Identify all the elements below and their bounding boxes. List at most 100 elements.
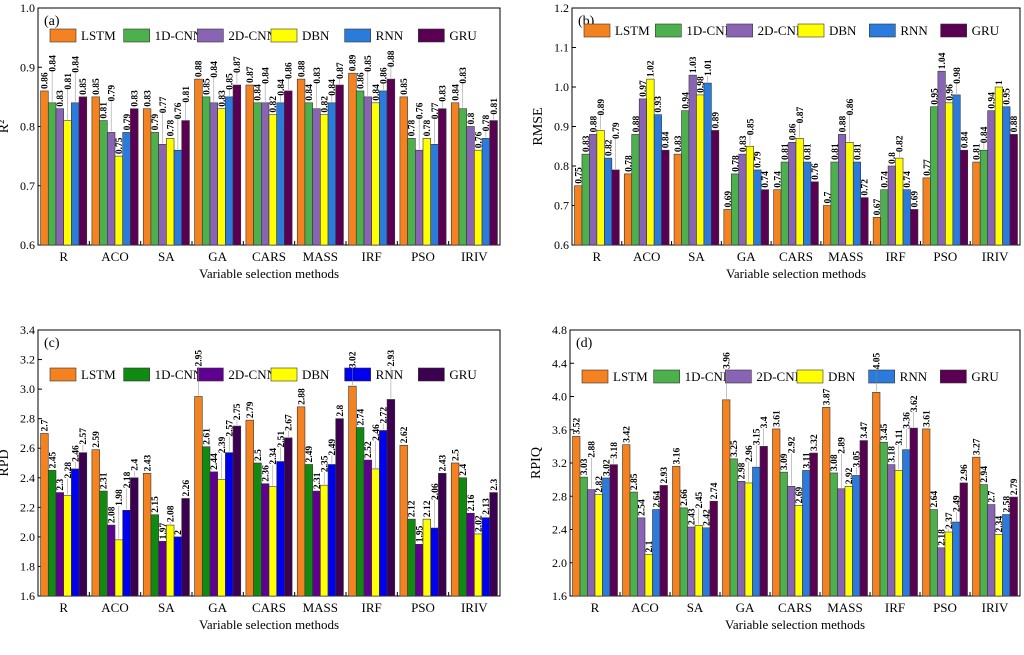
legend-label: DBN (829, 23, 857, 38)
data-label: 2.79 (246, 401, 256, 418)
data-label: 2.49 (328, 439, 338, 456)
bar-gru (959, 482, 968, 597)
legend-label: 2D-CNN (228, 367, 276, 382)
legend-label: RNN (900, 23, 928, 38)
legend-swatch-gru (418, 367, 445, 382)
bar-rnn (379, 90, 388, 246)
bar-gru (711, 130, 720, 246)
bar-rnn (276, 461, 285, 597)
data-label: 2.98 (738, 462, 748, 479)
y-tick-label: 1.6 (552, 589, 567, 603)
bar-lstm (245, 84, 254, 246)
bar-dbn (945, 102, 954, 246)
y-tick-label: 1.2 (554, 1, 569, 15)
bar-2d-cnn (837, 488, 846, 597)
bar-1d-cnn (150, 514, 159, 597)
data-label: 1.95 (415, 525, 425, 542)
data-label: 0.72 (861, 179, 871, 196)
data-label: 0.83 (439, 85, 449, 102)
bar-lstm (91, 96, 100, 246)
bar-dbn (594, 494, 603, 597)
bar-lstm (673, 153, 682, 246)
bar-gru (284, 437, 293, 597)
bar-2d-cnn (312, 490, 321, 597)
bar-dbn (596, 130, 605, 246)
bar-dbn (166, 138, 175, 246)
bar-gru (438, 108, 447, 246)
data-label: 0.84 (277, 79, 287, 96)
y-tick-label: 3.2 (552, 456, 567, 470)
data-label: 0.79 (123, 114, 133, 131)
data-label: 2.92 (788, 436, 798, 453)
y-tick-label: 1.0 (20, 1, 35, 15)
bar-1d-cnn (458, 108, 467, 246)
y-tick-label: 0.6 (554, 238, 569, 252)
y-tick-label: 3.6 (552, 423, 567, 437)
legend-swatch-2d-cnn (197, 367, 224, 382)
bar-lstm (822, 407, 831, 597)
bar-2d-cnn (787, 485, 796, 597)
data-label: 2.59 (92, 431, 102, 448)
data-label: 2.39 (218, 436, 228, 453)
bar-dbn (696, 94, 705, 246)
data-label: 0.79 (107, 85, 117, 102)
y-axis-label: RMSE (531, 107, 546, 145)
data-label: 0.83 (739, 135, 749, 152)
data-label: 0.79 (612, 122, 622, 139)
y-tick-label: 3.4 (20, 323, 35, 337)
x-tick-label: MASS (303, 600, 338, 615)
bar-1d-cnn (201, 96, 211, 246)
data-label: 0.85 (79, 78, 89, 95)
bar-1d-cnn (47, 102, 57, 246)
bar-gru (489, 492, 498, 597)
data-label: 0.74 (903, 171, 913, 188)
bar-rnn (752, 466, 761, 597)
data-label: 2.18 (938, 529, 948, 546)
data-label: 0.84 (305, 84, 315, 101)
data-label: 0.95 (930, 88, 940, 105)
x-axis-label: Variable selection methods (725, 617, 865, 632)
bar-lstm (622, 444, 631, 597)
data-label: 0.79 (754, 151, 764, 168)
data-label: 2.3 (490, 478, 500, 490)
data-label: 2.42 (703, 509, 713, 526)
x-tick-label: GA (208, 600, 227, 615)
bar-lstm (922, 177, 931, 246)
data-label: 2.49 (305, 446, 315, 463)
legend-label: LSTM (81, 28, 116, 43)
bar-rnn (225, 452, 234, 597)
x-axis-label: Variable selection methods (199, 266, 339, 281)
data-label: 0.84 (261, 67, 271, 84)
bar-rnn (604, 157, 613, 246)
bar-1d-cnn (579, 476, 588, 597)
bar-gru (759, 446, 768, 597)
bar-2d-cnn (687, 526, 696, 597)
data-label: 0.78 (408, 119, 418, 136)
y-tick-label: 1.1 (554, 41, 569, 55)
legend-label: GRU (971, 369, 999, 384)
data-label: 0.83 (459, 67, 469, 84)
bar-2d-cnn (987, 504, 996, 597)
y-tick-label: 0.9 (554, 120, 569, 134)
y-tick-label: 1.0 (554, 80, 569, 94)
data-label: 0.83 (56, 90, 66, 107)
data-label: 3.96 (723, 352, 733, 369)
y-tick-label: 3.2 (20, 353, 35, 367)
data-label: 2.43 (688, 508, 698, 525)
bar-2d-cnn (637, 517, 646, 597)
data-label: 0.93 (654, 96, 664, 113)
y-axis-label: R² (0, 120, 12, 134)
legend-label: GRU (449, 28, 477, 43)
bar-1d-cnn (929, 509, 938, 597)
x-tick-label: R (59, 600, 68, 615)
bar-gru (335, 84, 344, 246)
bar-1d-cnn (253, 102, 262, 246)
bar-dbn (844, 485, 853, 597)
data-label: 0.8 (888, 152, 898, 164)
bar-rnn (803, 161, 812, 246)
data-label: 2.28 (64, 462, 74, 479)
data-label: 0.88 (838, 116, 848, 133)
legend-swatch-lstm (581, 369, 609, 384)
data-label: 0.77 (159, 96, 169, 113)
bar-dbn (63, 495, 72, 597)
